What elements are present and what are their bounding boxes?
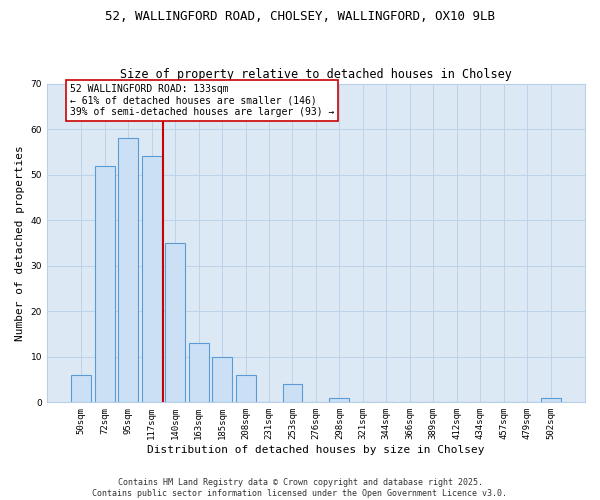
Title: Size of property relative to detached houses in Cholsey: Size of property relative to detached ho… [120, 68, 512, 81]
Text: 52, WALLINGFORD ROAD, CHOLSEY, WALLINGFORD, OX10 9LB: 52, WALLINGFORD ROAD, CHOLSEY, WALLINGFO… [105, 10, 495, 23]
Bar [212, 357, 232, 403]
Bar [541, 398, 560, 402]
Bar [71, 375, 91, 402]
X-axis label: Distribution of detached houses by size in Cholsey: Distribution of detached houses by size … [147, 445, 485, 455]
Bar [95, 166, 115, 402]
Bar [142, 156, 162, 402]
Y-axis label: Number of detached properties: Number of detached properties [15, 145, 25, 341]
Text: 52 WALLINGFORD ROAD: 133sqm
← 61% of detached houses are smaller (146)
39% of se: 52 WALLINGFORD ROAD: 133sqm ← 61% of det… [70, 84, 334, 117]
Text: Contains HM Land Registry data © Crown copyright and database right 2025.
Contai: Contains HM Land Registry data © Crown c… [92, 478, 508, 498]
Bar [188, 343, 209, 402]
Bar [329, 398, 349, 402]
Bar [236, 375, 256, 402]
Bar [283, 384, 302, 402]
Bar [118, 138, 138, 402]
Bar [165, 243, 185, 402]
